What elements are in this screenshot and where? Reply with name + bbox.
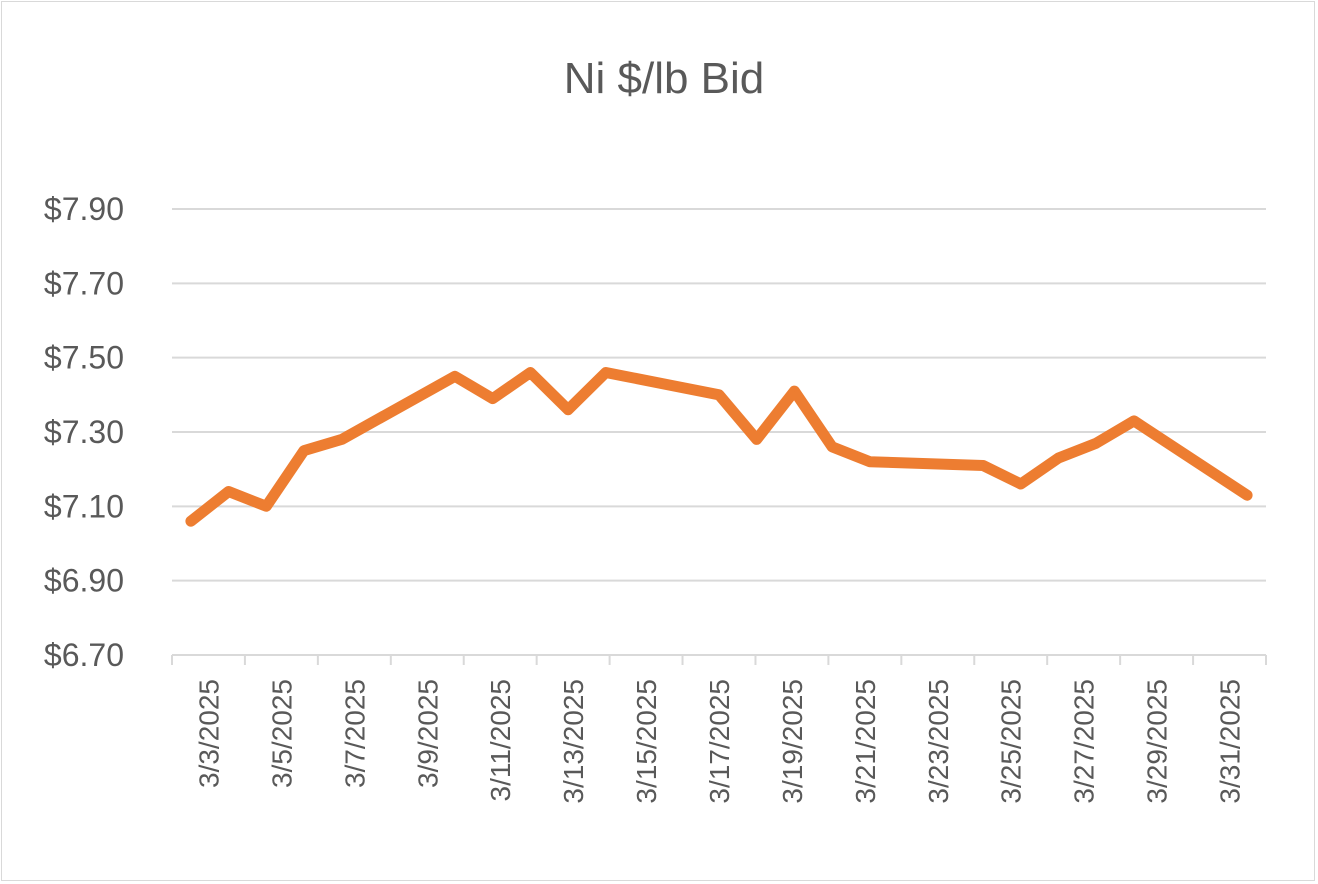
y-tick-label: $7.50 (44, 340, 124, 376)
y-tick-label: $7.90 (44, 191, 124, 227)
x-tick-label: 3/29/2025 (1142, 679, 1173, 804)
x-tick-label: 3/7/2025 (339, 679, 370, 788)
y-tick-label: $6.70 (44, 637, 124, 673)
x-tick-label: 3/3/2025 (193, 679, 224, 788)
x-tick-label: 3/17/2025 (704, 679, 735, 804)
data-point (1058, 457, 1059, 459)
data-point (265, 505, 267, 507)
data-point (1095, 442, 1097, 444)
x-axis (171, 654, 1267, 665)
y-tick-label: $6.90 (44, 563, 124, 599)
x-tick-label: 3/5/2025 (266, 679, 297, 788)
x-tick-label: 3/11/2025 (485, 679, 516, 802)
data-point (492, 398, 494, 400)
series-ni-bid (185, 367, 1253, 527)
chart-title: Ni $/lb Bid (564, 54, 765, 103)
data-point (718, 394, 720, 396)
data-point (756, 438, 758, 440)
data-point (567, 409, 569, 411)
y-tick-label: $7.30 (44, 414, 124, 450)
x-tick-label: 3/9/2025 (412, 679, 443, 788)
data-point (605, 372, 607, 373)
x-tick-label: 3/25/2025 (996, 679, 1027, 804)
data-point (341, 438, 343, 440)
data-point (529, 372, 531, 373)
data-point (190, 520, 192, 522)
x-tick-label: 3/31/2025 (1215, 679, 1246, 804)
data-point (831, 446, 833, 448)
x-tick-label: 3/27/2025 (1069, 679, 1100, 804)
y-tick-label: $7.70 (44, 265, 124, 301)
data-point (793, 390, 795, 392)
x-tick-label: 3/15/2025 (631, 679, 662, 804)
data-point (869, 461, 871, 463)
data-point (1246, 494, 1248, 496)
x-tick-label: 3/13/2025 (558, 679, 589, 804)
data-point (982, 465, 984, 466)
x-tick-label: 3/21/2025 (850, 679, 881, 804)
y-axis-tick-labels: $6.70 $6.90 $7.10 $7.30 $7.50 $7.70 $7.90 (44, 191, 124, 673)
data-point (228, 491, 230, 492)
x-tick-label: 3/23/2025 (923, 679, 954, 804)
data-point (454, 375, 456, 377)
x-axis-tick-labels: 3/3/2025 3/5/2025 3/7/2025 3/9/2025 3/11/202… (193, 679, 1245, 804)
data-point (1133, 420, 1135, 422)
x-tick-label: 3/19/2025 (777, 679, 808, 804)
data-point (1020, 483, 1022, 485)
data-point (303, 450, 305, 452)
y-tick-label: $7.10 (44, 488, 124, 524)
